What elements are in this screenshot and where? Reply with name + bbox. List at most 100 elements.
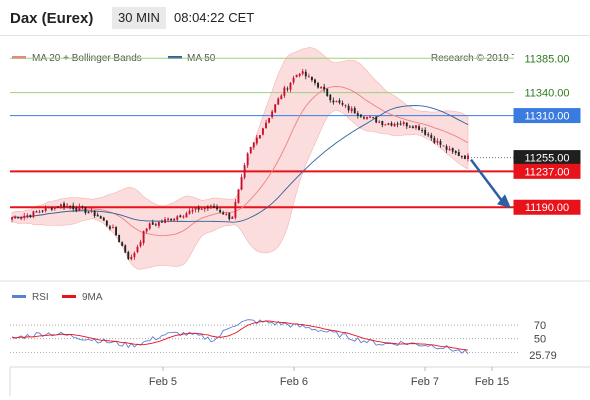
- candle-body: [29, 214, 32, 217]
- candle-body: [332, 100, 335, 103]
- candle-body: [225, 213, 228, 215]
- candle-body: [430, 135, 433, 139]
- candle-body: [197, 207, 200, 210]
- x-tick-label: Feb 5: [149, 376, 177, 388]
- candle-body: [213, 206, 215, 208]
- candle-body: [176, 216, 179, 220]
- candle-body: [338, 100, 341, 103]
- x-tick-label: Feb 6: [280, 376, 308, 388]
- price-label-current: 11255.00: [524, 153, 569, 165]
- candle-body: [433, 138, 436, 143]
- candle-body: [292, 77, 295, 83]
- candle-body: [222, 212, 225, 215]
- candle-body: [399, 123, 402, 125]
- candle-body: [179, 215, 182, 218]
- candle-body: [255, 137, 258, 144]
- candle-body: [271, 111, 274, 118]
- candle-body: [341, 103, 344, 105]
- candle-body: [206, 207, 209, 209]
- timeframe-badge[interactable]: 30 MIN: [112, 7, 166, 29]
- candle-body: [112, 227, 114, 229]
- candle-body: [188, 210, 191, 214]
- candle-body: [445, 146, 448, 150]
- candle-body: [35, 211, 38, 213]
- candle-body: [50, 208, 53, 210]
- candle-body: [173, 218, 176, 221]
- candle-body: [436, 140, 439, 143]
- candle-body: [320, 86, 323, 89]
- candle-body: [356, 113, 359, 116]
- projection-layer: [470, 158, 511, 209]
- candle-body: [32, 211, 35, 217]
- candle-body: [314, 79, 316, 83]
- candle-body: [280, 95, 283, 100]
- candle-body: [375, 116, 378, 123]
- candle-body: [26, 215, 29, 217]
- candle-body: [53, 206, 56, 209]
- candle-body: [405, 122, 408, 127]
- candle-body: [408, 126, 411, 128]
- rsi-current-tag: [522, 348, 562, 363]
- candle-body: [20, 217, 23, 220]
- candle-body: [14, 216, 17, 219]
- rsi-level-label: 50: [534, 334, 546, 346]
- candle-body: [347, 105, 350, 111]
- candle-body: [240, 176, 243, 190]
- candle-body: [353, 108, 356, 114]
- candle-body: [451, 147, 454, 152]
- candle-body: [93, 210, 96, 216]
- candle-body: [90, 210, 93, 212]
- candle-body: [262, 128, 264, 135]
- candle-body: [439, 141, 442, 145]
- candle-body: [69, 205, 72, 207]
- candle-body: [283, 87, 286, 96]
- clock-display: 08:04:22 CET: [174, 10, 255, 25]
- candle-body: [164, 219, 166, 223]
- candle-body: [11, 217, 13, 220]
- legend-label-rsi: RSI: [32, 292, 49, 303]
- candle-body: [99, 216, 102, 219]
- ma50-line: [11, 105, 469, 223]
- candle-body: [265, 122, 267, 129]
- candle-body: [384, 124, 387, 126]
- candle-body: [87, 212, 90, 214]
- candle-body: [442, 145, 445, 147]
- candle-body: [402, 122, 405, 125]
- candle-body: [258, 135, 261, 139]
- moving-averages-layer: [11, 86, 469, 237]
- price-label-support: 11237.00: [524, 166, 569, 178]
- candle-body: [237, 189, 240, 203]
- candle-body: [252, 142, 255, 148]
- candle-body: [118, 235, 121, 243]
- price-label-resistance: 11385.00: [524, 53, 569, 65]
- candle-body: [372, 117, 375, 119]
- rsi-legend: RSI 9MA: [12, 292, 103, 303]
- price-tag-pivot: [513, 108, 581, 124]
- candle-body: [41, 210, 44, 212]
- candle-body: [182, 216, 185, 218]
- candle-body: [350, 108, 353, 112]
- candle-body: [317, 82, 319, 88]
- bollinger-band-area: [11, 47, 469, 270]
- candle-body: [418, 126, 420, 130]
- candle-body: [145, 228, 148, 232]
- candle-body: [151, 222, 154, 225]
- candle-body: [72, 205, 75, 210]
- price-labels-layer: 11385.00 11340.00 11310.00 11255.0011237.00…: [513, 51, 581, 215]
- candle-body: [209, 205, 212, 208]
- candle-body: [335, 101, 338, 103]
- instrument-title: Dax (Eurex): [10, 10, 94, 27]
- candle-body: [203, 208, 206, 210]
- candle-body: [390, 123, 393, 126]
- legend-swatch-ma20: [12, 56, 26, 59]
- candle-body: [323, 86, 326, 90]
- candle-body: [424, 129, 427, 135]
- candle-body: [326, 88, 329, 96]
- candle-body: [23, 215, 26, 218]
- candle-body: [274, 104, 277, 113]
- candle-body: [396, 123, 399, 125]
- candle-body: [105, 220, 108, 226]
- candle-body: [228, 212, 231, 220]
- candle-body: [84, 206, 87, 213]
